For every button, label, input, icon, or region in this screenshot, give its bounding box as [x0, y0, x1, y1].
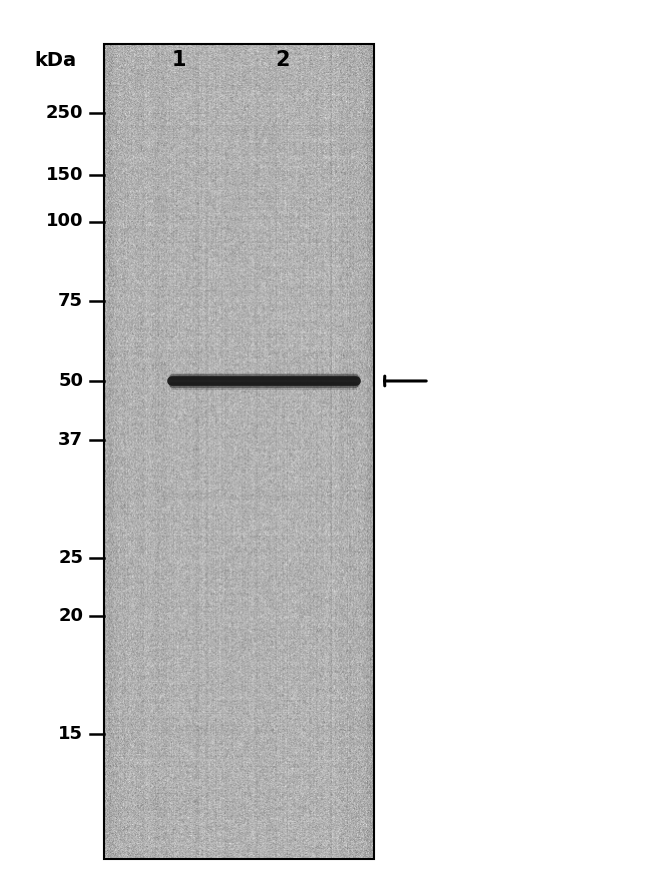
Text: 20: 20: [58, 607, 83, 625]
Text: 150: 150: [46, 167, 83, 184]
Text: 25: 25: [58, 549, 83, 567]
Text: 75: 75: [58, 292, 83, 310]
Text: 1: 1: [172, 51, 186, 70]
Text: 50: 50: [58, 372, 83, 390]
Text: kDa: kDa: [34, 51, 76, 70]
Text: 2: 2: [276, 51, 290, 70]
Text: 250: 250: [46, 105, 83, 122]
Text: 15: 15: [58, 725, 83, 742]
Text: 100: 100: [46, 213, 83, 230]
Text: 37: 37: [58, 431, 83, 449]
Bar: [104, 44, 374, 859]
